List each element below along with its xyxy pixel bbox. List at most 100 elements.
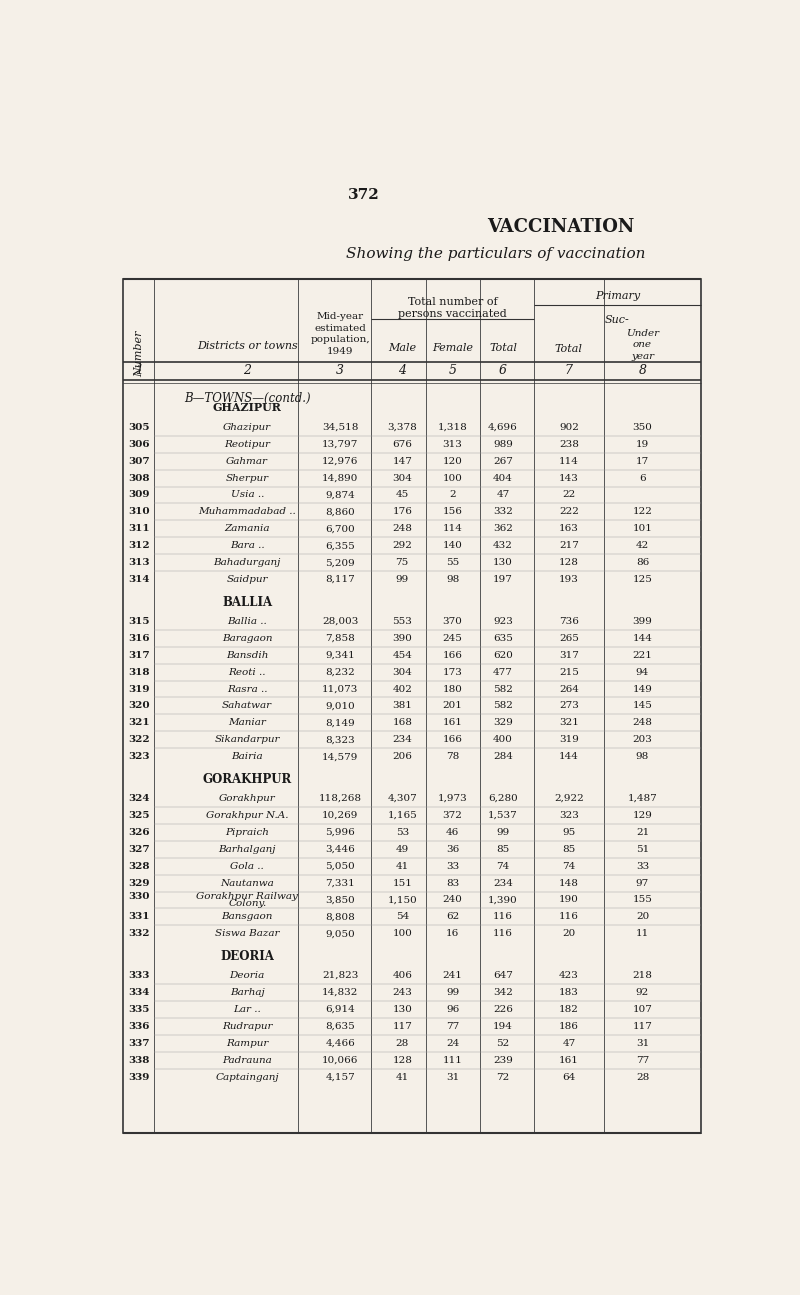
Text: 1,150: 1,150 xyxy=(387,895,417,904)
Text: 314: 314 xyxy=(128,575,150,584)
Text: Sahatwar: Sahatwar xyxy=(222,702,272,711)
Text: 1,537: 1,537 xyxy=(488,811,518,820)
Text: 194: 194 xyxy=(493,1022,513,1031)
Text: 6,914: 6,914 xyxy=(326,1005,355,1014)
Text: 98: 98 xyxy=(446,575,459,584)
Text: 4,157: 4,157 xyxy=(326,1072,355,1081)
Text: GHAZIPUR: GHAZIPUR xyxy=(213,403,282,413)
Text: 95: 95 xyxy=(562,828,575,837)
Text: 19: 19 xyxy=(636,439,649,448)
Text: 406: 406 xyxy=(392,971,412,980)
Text: 321: 321 xyxy=(559,719,579,728)
Text: 1,390: 1,390 xyxy=(488,895,518,904)
Text: 193: 193 xyxy=(559,575,579,584)
Text: 52: 52 xyxy=(496,1039,510,1048)
Text: Sikandarpur: Sikandarpur xyxy=(214,736,280,745)
Text: 100: 100 xyxy=(442,474,462,483)
Text: 147: 147 xyxy=(392,457,412,466)
Text: 313: 313 xyxy=(128,558,150,567)
Text: 218: 218 xyxy=(633,971,653,980)
Text: 313: 313 xyxy=(442,439,462,448)
Text: Muhammadabad ..: Muhammadabad .. xyxy=(198,508,296,517)
Text: 6: 6 xyxy=(499,364,507,378)
Text: 107: 107 xyxy=(633,1005,653,1014)
Text: 62: 62 xyxy=(446,913,459,922)
Text: 77: 77 xyxy=(446,1022,459,1031)
Text: 306: 306 xyxy=(128,439,150,448)
Text: 245: 245 xyxy=(442,633,462,642)
Text: 7: 7 xyxy=(565,364,573,378)
Text: 362: 362 xyxy=(493,524,513,534)
Text: 92: 92 xyxy=(636,988,649,997)
Text: 51: 51 xyxy=(636,844,649,853)
Text: 2,922: 2,922 xyxy=(554,794,584,803)
Text: 338: 338 xyxy=(128,1055,150,1064)
Text: 635: 635 xyxy=(493,633,513,642)
Text: 304: 304 xyxy=(392,667,412,676)
Text: 49: 49 xyxy=(396,844,409,853)
Text: Maniar: Maniar xyxy=(228,719,266,728)
Text: 402: 402 xyxy=(392,685,412,694)
Text: Bairia: Bairia xyxy=(231,752,263,761)
Text: VACCINATION: VACCINATION xyxy=(487,218,635,236)
Text: 1: 1 xyxy=(134,364,142,378)
Text: Colony.: Colony. xyxy=(228,899,266,908)
Text: 307: 307 xyxy=(128,457,150,466)
Text: 122: 122 xyxy=(633,508,653,517)
Text: 372: 372 xyxy=(442,811,462,820)
Text: 180: 180 xyxy=(442,685,462,694)
Text: 3,446: 3,446 xyxy=(326,844,355,853)
Text: 582: 582 xyxy=(493,702,513,711)
Text: 6,700: 6,700 xyxy=(326,524,355,534)
Text: 176: 176 xyxy=(392,508,412,517)
Text: 201: 201 xyxy=(442,702,462,711)
Text: 1,487: 1,487 xyxy=(628,794,658,803)
Text: Zamania: Zamania xyxy=(225,524,270,534)
Text: 317: 317 xyxy=(128,650,150,659)
Text: 98: 98 xyxy=(636,752,649,761)
Text: 21: 21 xyxy=(636,828,649,837)
Text: 31: 31 xyxy=(446,1072,459,1081)
Text: 41: 41 xyxy=(396,861,409,870)
Text: 74: 74 xyxy=(562,861,575,870)
Text: 203: 203 xyxy=(633,736,653,745)
Text: 34,518: 34,518 xyxy=(322,422,358,431)
Text: 5: 5 xyxy=(449,364,457,378)
Text: 183: 183 xyxy=(559,988,579,997)
Text: 14,832: 14,832 xyxy=(322,988,358,997)
Text: 620: 620 xyxy=(493,650,513,659)
Text: 8,149: 8,149 xyxy=(326,719,355,728)
Text: Bansgaon: Bansgaon xyxy=(222,913,273,922)
Text: 324: 324 xyxy=(128,794,150,803)
Bar xyxy=(123,278,701,1133)
Text: 116: 116 xyxy=(493,930,513,939)
Text: 128: 128 xyxy=(559,558,579,567)
Text: 53: 53 xyxy=(396,828,409,837)
Text: 215: 215 xyxy=(559,667,579,676)
Text: 12,976: 12,976 xyxy=(322,457,358,466)
Text: 99: 99 xyxy=(446,988,459,997)
Text: Suc-: Suc- xyxy=(605,315,630,325)
Text: 41: 41 xyxy=(396,1072,409,1081)
Text: 234: 234 xyxy=(392,736,412,745)
Text: Total: Total xyxy=(555,344,583,355)
Text: 370: 370 xyxy=(442,616,462,625)
Text: Female: Female xyxy=(432,343,473,354)
Text: Saidpur: Saidpur xyxy=(226,575,268,584)
Text: 316: 316 xyxy=(128,633,150,642)
Text: 1,973: 1,973 xyxy=(438,794,467,803)
Text: 47: 47 xyxy=(496,491,510,500)
Text: 3,378: 3,378 xyxy=(387,422,417,431)
Text: 100: 100 xyxy=(392,930,412,939)
Text: Gorakhpur Railway: Gorakhpur Railway xyxy=(196,892,298,900)
Text: 404: 404 xyxy=(493,474,513,483)
Text: 31: 31 xyxy=(636,1039,649,1048)
Text: 117: 117 xyxy=(392,1022,412,1031)
Text: 7,331: 7,331 xyxy=(326,878,355,887)
Text: 114: 114 xyxy=(559,457,579,466)
Text: 72: 72 xyxy=(496,1072,510,1081)
Text: 4,307: 4,307 xyxy=(387,794,417,803)
Text: Gahmar: Gahmar xyxy=(226,457,268,466)
Text: 17: 17 xyxy=(636,457,649,466)
Text: Pipraich: Pipraich xyxy=(226,828,269,837)
